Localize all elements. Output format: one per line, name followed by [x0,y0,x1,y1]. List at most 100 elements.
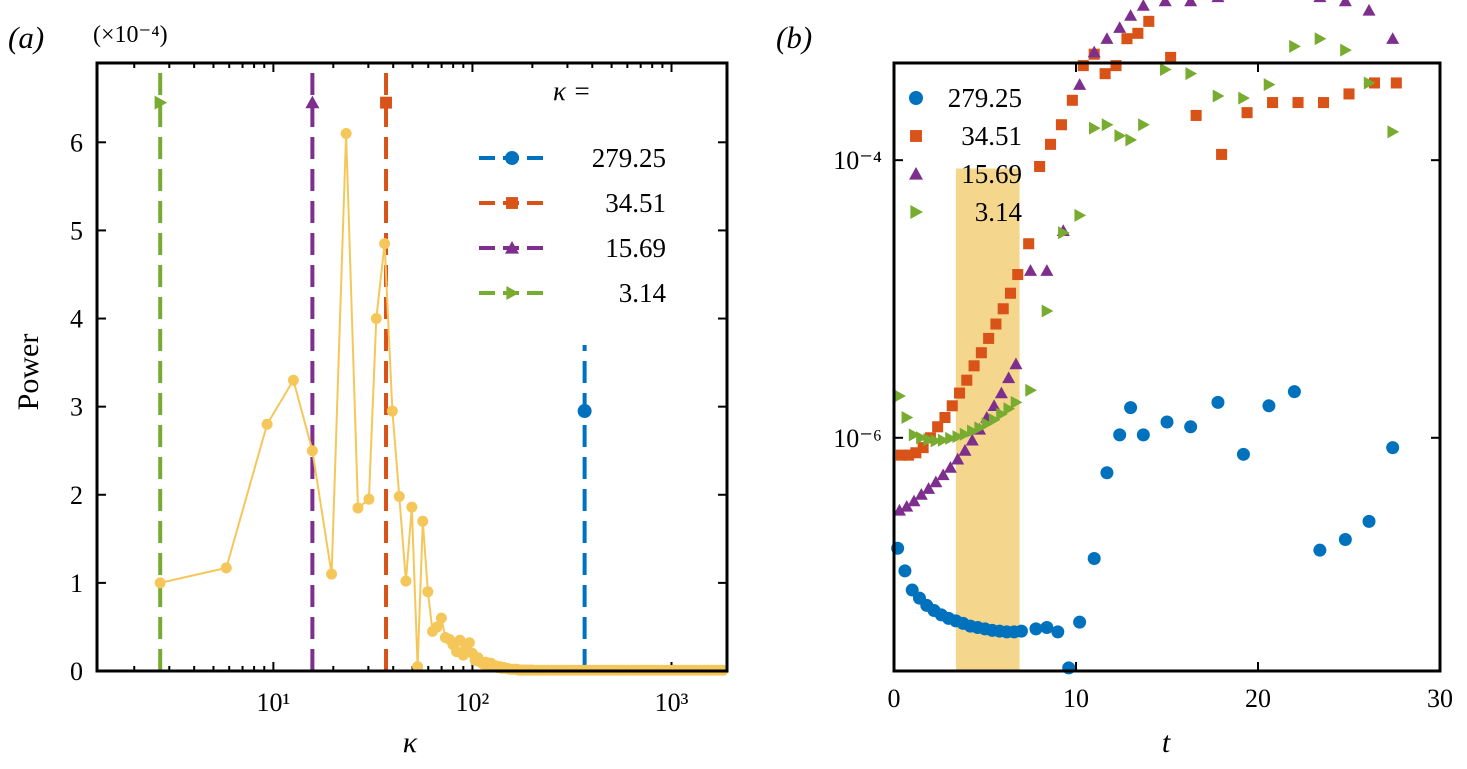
scatter-point [1110,60,1122,72]
y-tick-label: 3 [70,393,83,422]
spectrum-point [370,313,382,325]
kappa-peak-marker [380,96,392,109]
scatter-point [974,421,987,435]
scatter-point [1125,133,1138,147]
panel-b: (b) t 10⁻⁶ 10⁻⁴ 0 10 20 30 279.25 34.51 15.69 3… [776,0,1453,759]
scatter-point [1185,67,1198,81]
x-tick-label: 0 [888,684,901,713]
scatter-point [981,417,994,431]
scatter-point [1313,543,1327,557]
scatter-point [1121,33,1133,45]
scatter-point [952,430,965,444]
spectrum-point [457,649,469,661]
scatter-point [903,449,915,461]
scatter-point [1024,264,1037,276]
scatter-point [1313,0,1327,3]
scatter-point [1343,88,1355,100]
scatter-point [914,488,928,500]
scatter-point [1002,371,1016,384]
scatter-point [1236,447,1250,461]
scatter-point [1158,0,1172,7]
scatter-point [983,332,995,344]
spectrum-point [435,612,447,624]
scatter-point [1184,420,1198,434]
legend-label: 3.14 [619,278,667,308]
spectrum-point [287,374,299,386]
scatter-point [917,442,929,454]
scatter-point [1041,304,1054,318]
spectrum-point [417,515,429,527]
panel-a-label: (a) [8,20,44,55]
panel-a-legend: κ = 279.25 34.51 15.69 3.14 [479,76,667,308]
spectrum-point [261,418,273,430]
scatter-point [1066,94,1078,106]
scatter-point [953,387,966,399]
scatter-point [961,374,973,386]
panel-b-scatter-points [891,0,1402,675]
panel-b-legend: 279.25 34.51 15.69 3.14 [909,83,1023,227]
scatter-point [1262,399,1276,413]
scatter-point [1263,78,1276,92]
panel-a-legend-title: κ = [553,76,591,106]
x-tick-label: 10³ [655,688,689,717]
scatter-point [951,452,965,465]
scatter-point [1113,428,1127,442]
scatter-point [987,399,1001,412]
scatter-point [1241,107,1253,119]
spectrum-point [406,501,418,513]
scatter-point [1100,32,1114,44]
scatter-point [1338,533,1352,547]
spectrum-point [400,575,412,587]
y-tick-label: 10⁻⁴ [833,146,882,175]
panel-a-reference-lines [158,63,587,671]
scatter-point [1009,357,1023,370]
spectrum-point [220,562,232,574]
scatter-point [1012,269,1024,281]
scatter-point [901,411,914,425]
scatter-point [994,386,1008,399]
scatter-point [1165,51,1177,63]
scatter-point [1100,466,1114,480]
scatter-point [1074,208,1087,222]
scatter-point [1114,129,1127,143]
y-tick-label: 4 [70,305,83,334]
scatter-point [1136,0,1150,11]
panel-b-frame [892,61,1442,673]
spectrum-point [363,493,375,505]
scatter-point [1212,89,1225,103]
scatter-point [1287,385,1301,399]
scatter-point [1124,401,1138,415]
scatter-point [1143,15,1155,27]
scatter-point [1040,264,1054,276]
scatter-point [1051,625,1065,639]
scatter-point [1292,97,1304,109]
legend-marker [505,241,519,254]
legend-marker [909,167,923,180]
scatter-point [930,434,943,448]
panel-a: (a) (×10⁻⁴) Power κ 0 1 2 3 4 5 6 10¹ 10² 10³ κ … [8,20,729,759]
scatter-point [1010,395,1023,409]
scatter-point [1077,60,1089,72]
scatter-point [959,427,972,441]
scatter-point [1160,415,1174,429]
y-tick-label: 0 [70,657,83,686]
scatter-point [892,503,906,516]
scatter-point [922,482,936,494]
scatter-point [923,433,936,447]
scatter-point [997,303,1009,315]
y-tick-label: 10⁻⁶ [833,424,882,453]
scatter-point [1211,0,1225,3]
scatter-point [929,475,943,488]
legend-marker [909,91,923,105]
scatter-point [908,428,921,442]
scatter-point [1386,32,1400,44]
scatter-point [1025,383,1037,397]
scatter-point [1289,39,1301,53]
scatter-point [967,424,979,438]
scatter-point [1014,624,1028,638]
scatter-point [937,433,950,447]
x-tick-label: 10¹ [256,688,290,717]
spectrum-point [154,577,166,589]
scatter-point [990,318,1002,330]
